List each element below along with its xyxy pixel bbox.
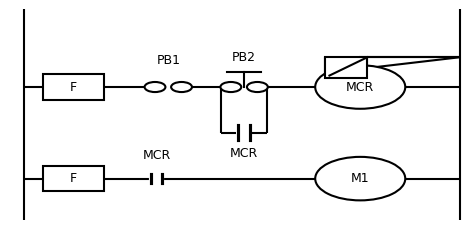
Text: MCR: MCR (142, 149, 171, 162)
Circle shape (220, 82, 241, 92)
Text: F: F (70, 172, 77, 185)
Circle shape (171, 82, 192, 92)
Circle shape (247, 82, 268, 92)
Bar (325, 57, 367, 78)
Text: F: F (70, 81, 77, 93)
Text: MCR: MCR (230, 147, 258, 160)
Bar (43, 74, 104, 100)
Circle shape (315, 65, 405, 109)
Text: MCR: MCR (346, 81, 374, 93)
Text: PB2: PB2 (232, 52, 256, 64)
Text: PB1: PB1 (156, 54, 180, 67)
Circle shape (145, 82, 165, 92)
Circle shape (315, 157, 405, 200)
Text: M1: M1 (351, 172, 370, 185)
Bar (43, 166, 104, 191)
